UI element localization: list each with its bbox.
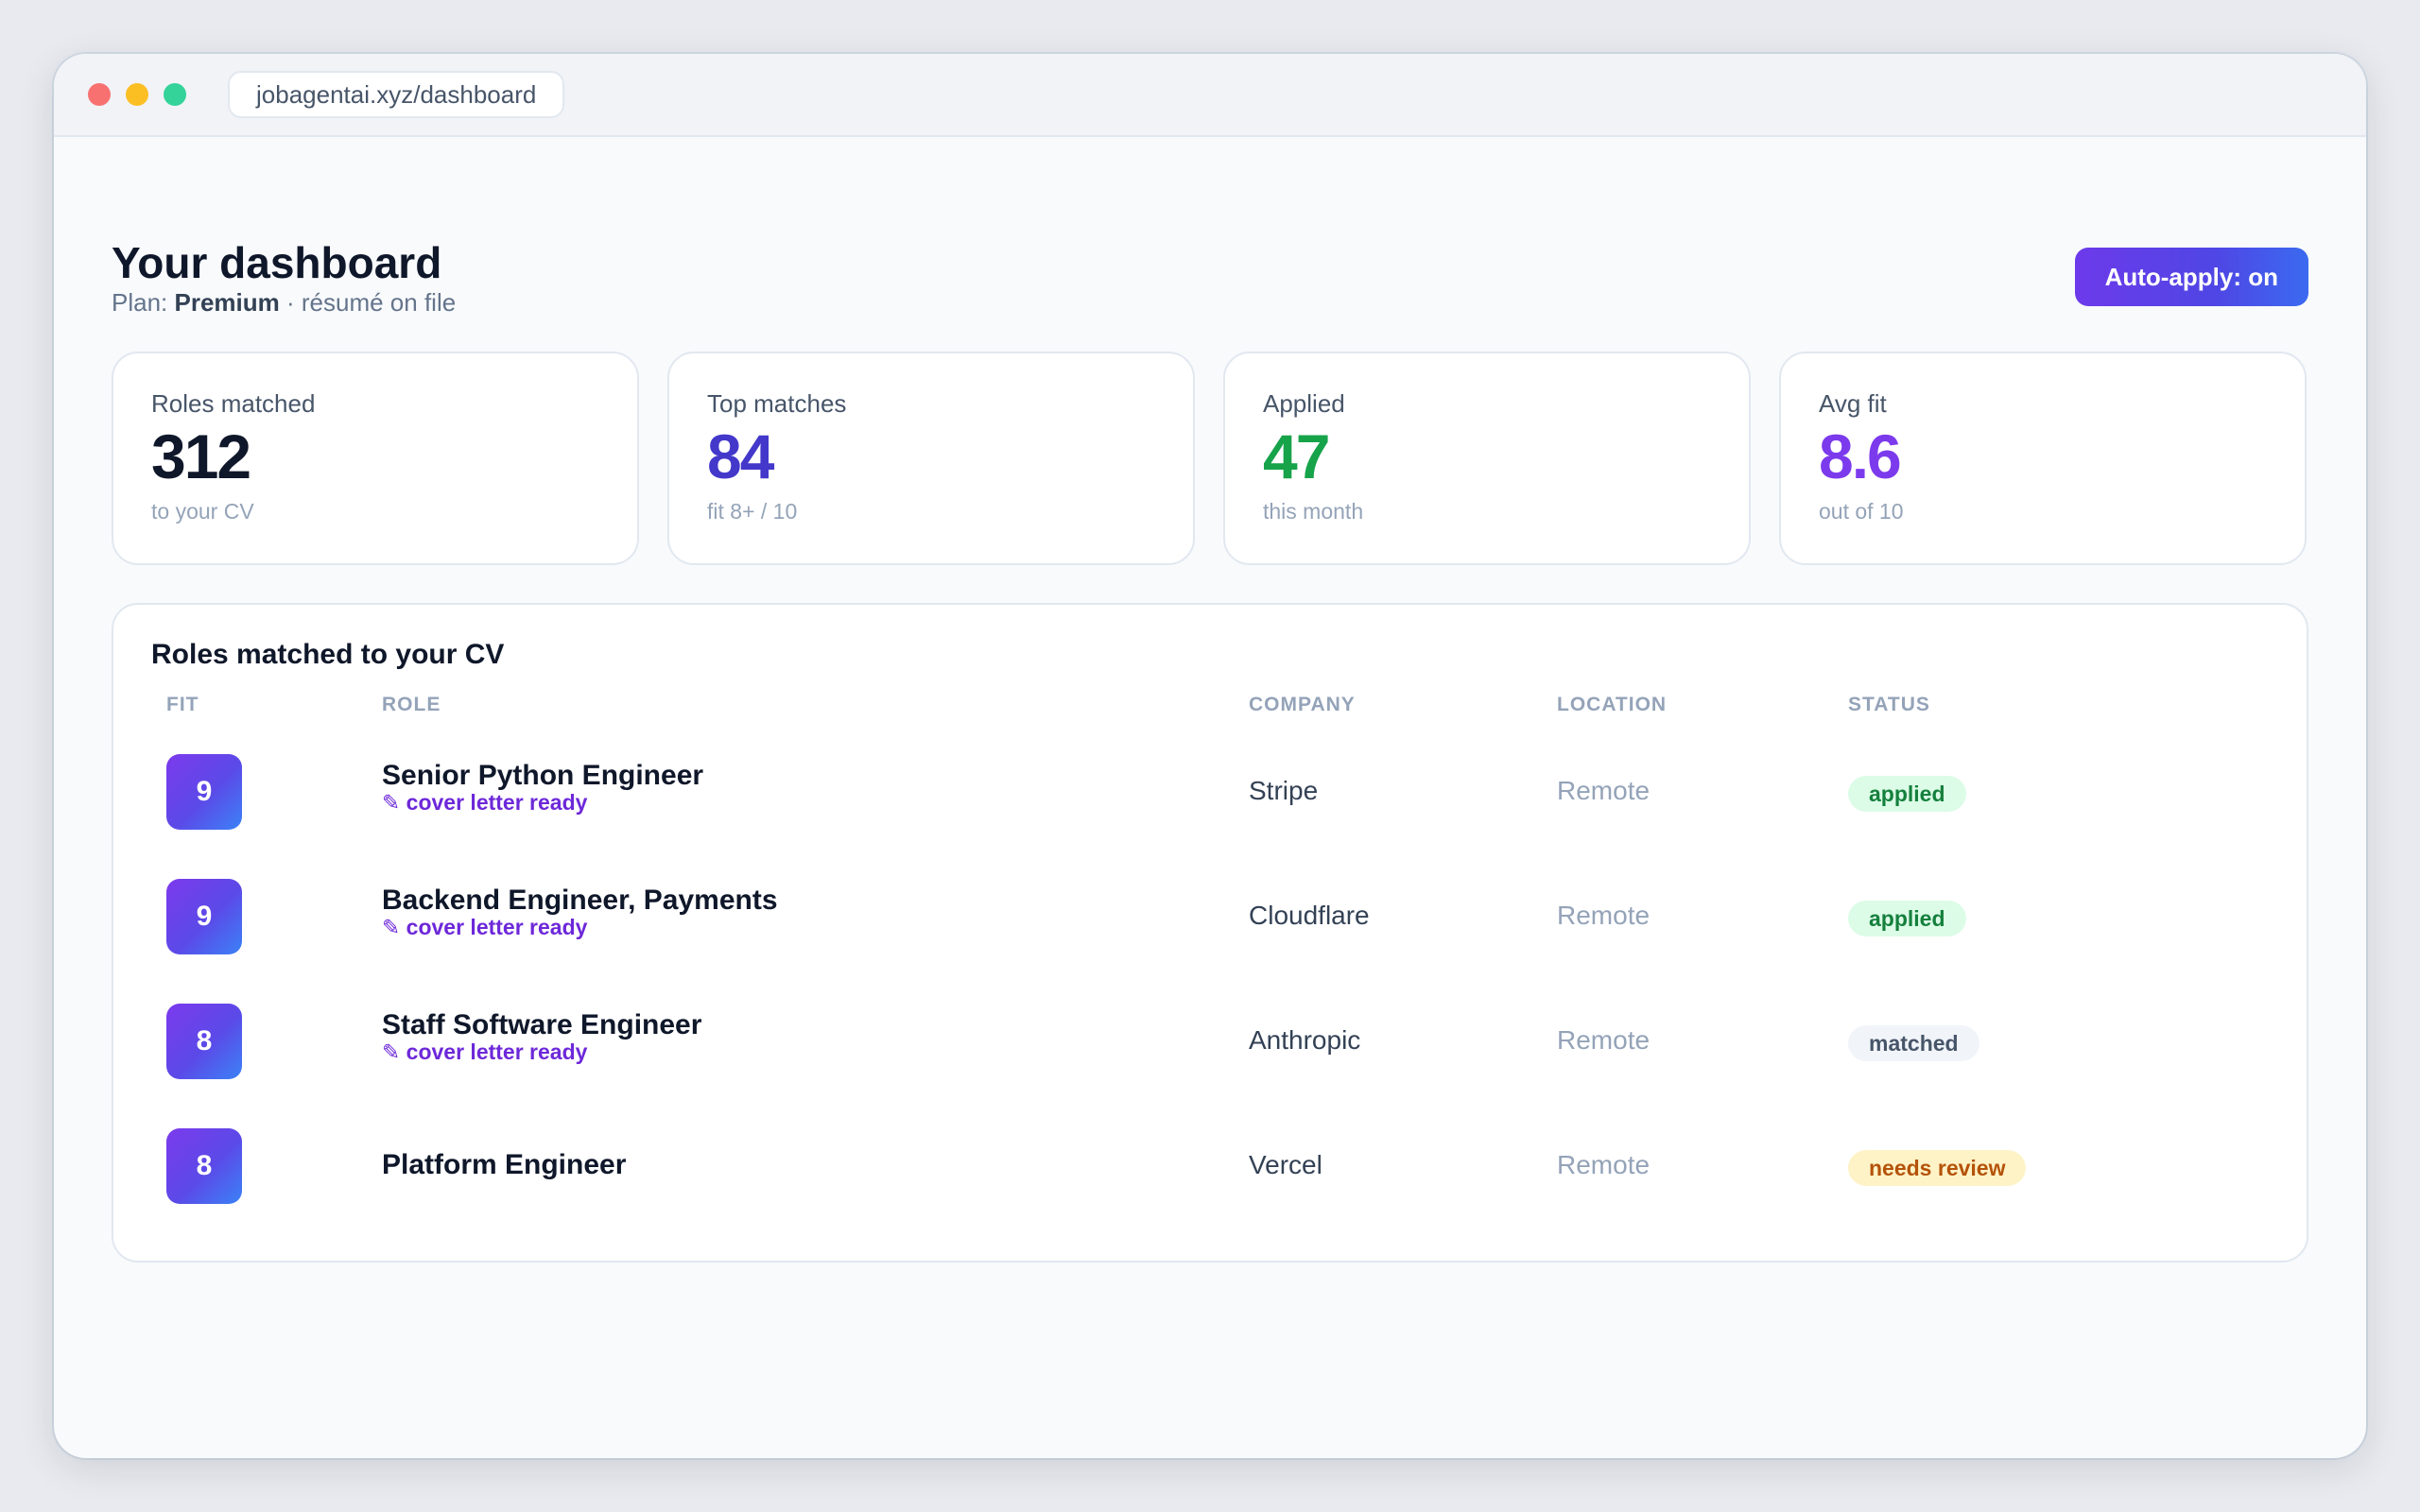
- role-title[interactable]: Senior Python Engineer: [382, 760, 704, 791]
- table-row[interactable]: 9 Senior Python Engineer ✎ cover letter …: [113, 730, 2307, 854]
- table-row[interactable]: 8 Platform Engineer Vercel Remote needs …: [113, 1104, 2307, 1228]
- close-window-dot[interactable]: [88, 83, 111, 106]
- stat-note: out of 10: [1819, 499, 1904, 524]
- location-text: Remote: [1557, 1150, 1651, 1179]
- stat-value: 312: [151, 421, 251, 491]
- stat-note: this month: [1263, 499, 1364, 524]
- fit-score-badge: 9: [166, 879, 242, 954]
- role-title[interactable]: Staff Software Engineer: [382, 1009, 702, 1040]
- table-title: Roles matched to your CV: [151, 639, 505, 670]
- status-badge: needs review: [1848, 1150, 2027, 1186]
- company-name: Stripe: [1249, 776, 1319, 805]
- plan-prefix: Plan:: [112, 288, 168, 317]
- stat-label: Avg fit: [1819, 389, 1887, 418]
- stat-note: to your CV: [151, 499, 254, 524]
- browser-titlebar: jobagentai.xyz/dashboard: [54, 54, 2366, 137]
- cover-letter-note[interactable]: ✎ cover letter ready: [382, 790, 588, 815]
- browser-window: jobagentai.xyz/dashboard Your dashboard …: [54, 54, 2366, 1458]
- status-badge: applied: [1848, 776, 1966, 812]
- company-name: Cloudflare: [1249, 901, 1370, 930]
- column-header-fit: FIT: [166, 694, 199, 715]
- table-row[interactable]: 9 Backend Engineer, Payments ✎ cover let…: [113, 854, 2307, 979]
- matched-roles-table: Roles matched to your CV FIT ROLE COMPAN…: [112, 603, 2308, 1263]
- cover-letter-note[interactable]: ✎ cover letter ready: [382, 915, 588, 939]
- stat-label: Roles matched: [151, 389, 316, 418]
- location-text: Remote: [1557, 776, 1651, 805]
- maximize-window-dot[interactable]: [164, 83, 186, 106]
- role-title[interactable]: Platform Engineer: [382, 1149, 627, 1180]
- column-header-company: COMPANY: [1249, 694, 1356, 715]
- stat-label: Applied: [1263, 389, 1345, 418]
- role-title[interactable]: Backend Engineer, Payments: [382, 885, 778, 916]
- company-name: Anthropic: [1249, 1025, 1361, 1055]
- stat-value: 47: [1263, 421, 1330, 491]
- location-text: Remote: [1557, 1025, 1651, 1055]
- stat-value: 8.6: [1819, 421, 1902, 491]
- plan-name: Premium: [174, 288, 280, 317]
- stat-card-avg-fit: Avg fit 8.6 out of 10: [1779, 352, 2307, 565]
- column-header-status: STATUS: [1848, 694, 1930, 715]
- address-bar[interactable]: jobagentai.xyz/dashboard: [228, 71, 565, 118]
- plan-suffix: · résumé on file: [286, 288, 457, 317]
- fit-score-badge: 8: [166, 1128, 242, 1204]
- cover-letter-note[interactable]: ✎ cover letter ready: [382, 1040, 588, 1064]
- fit-score-badge: 9: [166, 754, 242, 830]
- column-header-location: LOCATION: [1557, 694, 1668, 715]
- status-badge: matched: [1848, 1025, 1979, 1061]
- column-header-role: ROLE: [382, 694, 441, 715]
- table-row[interactable]: 8 Staff Software Engineer ✎ cover letter…: [113, 979, 2307, 1104]
- stat-value: 84: [707, 421, 774, 491]
- company-name: Vercel: [1249, 1150, 1322, 1179]
- location-text: Remote: [1557, 901, 1651, 930]
- plan-info: Plan: Premium · résumé on file: [112, 288, 456, 318]
- stat-card-applied: Applied 47 this month: [1223, 352, 1751, 565]
- stat-card-roles-matched: Roles matched 312 to your CV: [112, 352, 639, 565]
- stat-label: Top matches: [707, 389, 847, 418]
- stat-note: fit 8+ / 10: [707, 499, 798, 524]
- auto-apply-toggle-button[interactable]: Auto-apply: on: [2074, 248, 2308, 306]
- stat-card-top-matches: Top matches 84 fit 8+ / 10: [667, 352, 1195, 565]
- status-badge: applied: [1848, 901, 1966, 936]
- stats-row: Roles matched 312 to your CV Top matches…: [112, 352, 2308, 565]
- minimize-window-dot[interactable]: [126, 83, 148, 106]
- page-title: Your dashboard: [112, 238, 442, 287]
- fit-score-badge: 8: [166, 1004, 242, 1079]
